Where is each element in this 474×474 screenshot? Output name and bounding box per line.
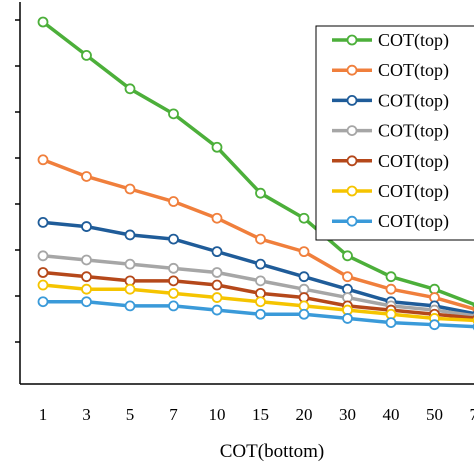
x-tick-label: 7 (169, 405, 178, 424)
data-point (298, 271, 310, 283)
series-6 (37, 279, 474, 325)
legend-swatch-marker (346, 185, 358, 197)
data-point (255, 187, 266, 199)
x-tick-label: 3 (82, 405, 91, 424)
legend-label: COT(top) (378, 181, 449, 202)
x-tick-label: 1 (39, 405, 48, 424)
data-point (81, 283, 92, 295)
legend-item: COT(top) (332, 211, 449, 232)
data-point (342, 313, 353, 324)
data-point (81, 271, 92, 283)
axes (15, 2, 474, 385)
data-point (37, 250, 49, 262)
x-tick-label: 50 (426, 405, 443, 424)
data-point (81, 50, 92, 61)
data-point (81, 296, 92, 308)
legend-label: COT(top) (378, 121, 449, 142)
data-point (211, 141, 223, 153)
legend-label: COT(top) (378, 60, 449, 81)
data-point (37, 279, 49, 291)
data-point (37, 16, 49, 28)
data-point (385, 271, 397, 283)
legend-item: COT(top) (332, 181, 449, 202)
legend-item: COT(top) (332, 151, 449, 172)
data-point (211, 212, 223, 224)
x-tick-label: 10 (209, 405, 226, 424)
legend-swatch-marker (346, 215, 358, 227)
legend: COT(top) COT(top) COT(top) COT(top) COT(top)… (315, 25, 474, 241)
data-point (211, 267, 223, 278)
legend-swatch-marker (346, 64, 358, 76)
data-point (124, 258, 136, 270)
x-tick-labels: 1 3 5 7 10 15 20 30 40 50 70 (39, 405, 474, 424)
data-point (37, 267, 49, 278)
legend-swatch-marker (346, 125, 358, 137)
data-point (168, 300, 179, 312)
legend-item: COT(top) (332, 90, 449, 111)
data-point (429, 319, 440, 331)
data-point (255, 308, 266, 320)
data-point (211, 304, 223, 316)
x-tick-label: 20 (296, 405, 313, 424)
data-point (342, 271, 353, 283)
data-point (124, 83, 136, 95)
data-point (298, 308, 310, 320)
series-7 (37, 296, 474, 331)
data-point (298, 246, 310, 258)
data-point (168, 196, 179, 207)
data-point (211, 279, 223, 291)
data-point (255, 296, 266, 308)
data-point (124, 183, 136, 195)
legend-item: COT(top) (332, 121, 449, 142)
legend-swatch-marker (346, 34, 358, 46)
data-point (385, 317, 397, 329)
legend-label: COT(top) (378, 90, 449, 111)
data-point (342, 250, 353, 262)
legend-item: COT(top) (332, 60, 449, 81)
data-point (255, 275, 266, 287)
data-point (168, 233, 179, 245)
data-point (211, 292, 223, 303)
series-3 (37, 216, 474, 318)
data-point (385, 283, 397, 295)
data-point (124, 229, 136, 241)
data-point (81, 171, 92, 182)
legend-label: COT(top) (378, 151, 449, 172)
x-tick-label: 30 (339, 405, 356, 424)
legend-label: COT(top) (378, 211, 449, 232)
data-point (124, 300, 136, 312)
data-point (255, 258, 266, 270)
data-point (37, 216, 49, 228)
x-tick-label: 70 (470, 405, 474, 424)
legend-swatch-marker (346, 95, 358, 106)
series-1 (37, 16, 474, 310)
data-point (298, 212, 310, 224)
legend-label: COT(top) (378, 30, 449, 51)
data-point (168, 262, 179, 274)
series-layer (37, 16, 474, 331)
series-2 (37, 154, 474, 314)
data-point (81, 221, 92, 232)
data-point (124, 283, 136, 295)
x-tick-label: 15 (252, 405, 269, 424)
x-tick-label: 5 (126, 405, 135, 424)
data-point (81, 254, 92, 266)
data-point (168, 287, 179, 299)
x-axis-title: COT(bottom) (220, 441, 325, 462)
data-point (168, 108, 179, 120)
data-point (37, 154, 49, 166)
data-point (255, 233, 266, 245)
data-point (37, 296, 49, 308)
legend-box (315, 25, 474, 241)
legend-item: COT(top) (332, 30, 449, 51)
x-tick-label: 40 (383, 405, 400, 424)
series-5 (37, 267, 474, 323)
data-point (168, 275, 179, 287)
data-point (211, 246, 223, 258)
legend-swatch-marker (346, 155, 358, 167)
